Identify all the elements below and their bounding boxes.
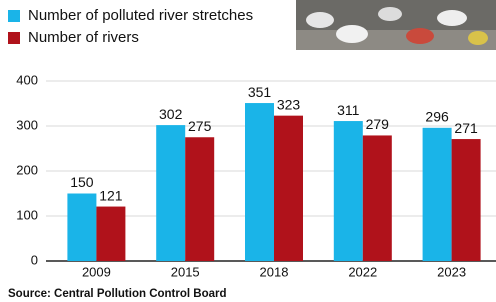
legend-swatch — [8, 10, 20, 22]
x-tick-label: 2022 — [348, 264, 377, 279]
value-label: 150 — [70, 174, 94, 190]
y-tick-label: 400 — [16, 72, 38, 87]
y-tick-label: 0 — [31, 252, 38, 267]
chart: Source: Central Pollution Control Board … — [0, 0, 496, 302]
value-label: 351 — [248, 84, 272, 100]
value-label: 296 — [425, 109, 449, 125]
bar — [274, 116, 303, 261]
bar — [156, 125, 185, 261]
value-label: 275 — [188, 118, 212, 134]
bar — [67, 194, 96, 262]
value-label: 323 — [277, 96, 301, 112]
bar — [96, 207, 125, 261]
x-tick-label: 2023 — [437, 264, 466, 279]
y-tick-label: 300 — [16, 117, 38, 132]
source: Source: Central Pollution Control Board — [8, 288, 227, 300]
bar — [452, 139, 481, 261]
x-tick-label: 2018 — [260, 264, 289, 279]
value-label: 121 — [99, 187, 123, 203]
bar — [185, 137, 214, 261]
bar — [423, 128, 452, 261]
legend-swatch — [8, 32, 20, 44]
legend-label: Number of rivers — [28, 29, 139, 46]
value-label: 302 — [159, 106, 183, 122]
value-label: 311 — [337, 102, 360, 118]
bar — [363, 135, 392, 261]
bar — [334, 121, 363, 261]
y-tick-label: 100 — [16, 207, 38, 222]
legend-label: Number of polluted river stretches — [28, 7, 253, 24]
value-label: 279 — [366, 116, 390, 132]
x-tick-label: 2015 — [171, 264, 200, 279]
x-tick-label: 2009 — [82, 264, 111, 279]
bar — [245, 103, 274, 261]
value-label: 271 — [454, 120, 478, 136]
y-tick-label: 200 — [16, 162, 38, 177]
photo — [296, 0, 496, 50]
